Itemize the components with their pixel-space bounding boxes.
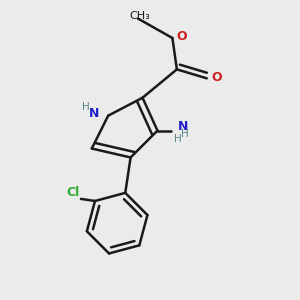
Text: H: H (182, 129, 189, 139)
Text: CH₃: CH₃ (129, 11, 150, 21)
Text: N: N (89, 107, 99, 120)
Text: O: O (211, 71, 222, 84)
Text: N: N (178, 120, 188, 133)
Text: H: H (174, 134, 181, 144)
Text: Cl: Cl (66, 186, 79, 200)
Text: H: H (82, 102, 90, 112)
Text: O: O (177, 30, 187, 43)
